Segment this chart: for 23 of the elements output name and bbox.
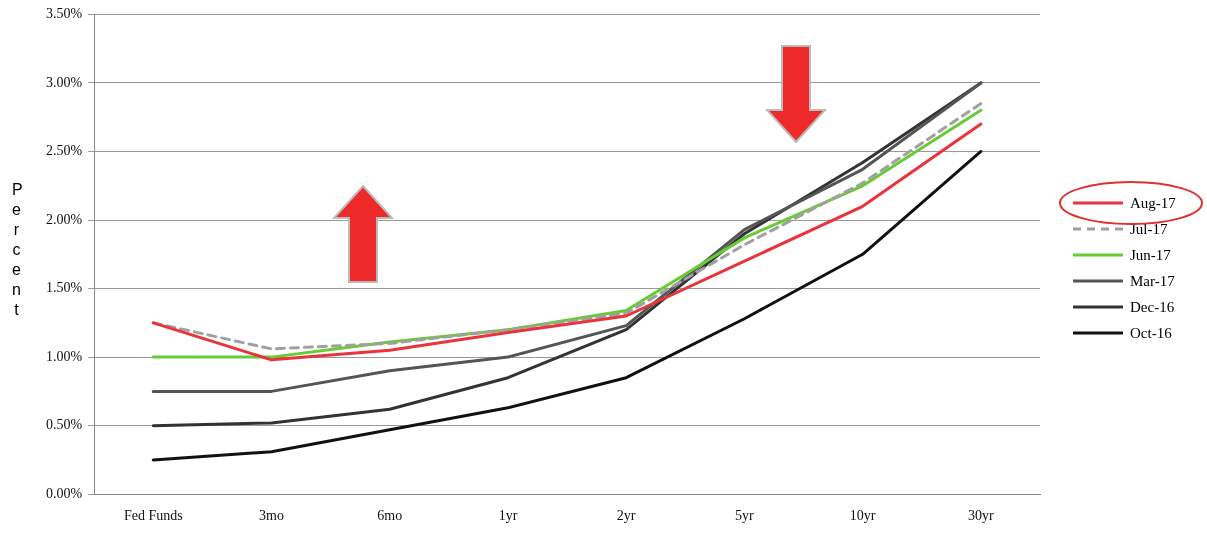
x-tick-label: 1yr (498, 508, 518, 524)
y-axis-title: Percent (12, 180, 23, 320)
legend-label: Oct-16 (1130, 324, 1172, 342)
y-tick-label: 0.50% (45, 417, 83, 433)
x-tick-label: 10yr (849, 508, 876, 524)
x-tick-label: 30yr (968, 508, 995, 524)
legend-label: Jul-17 (1130, 220, 1168, 238)
legend-label: Jun-17 (1130, 246, 1171, 264)
x-tick-label: 2yr (616, 508, 636, 524)
legend-label: Aug-17 (1130, 194, 1176, 212)
y-tick-label: 1.50% (45, 280, 83, 296)
y-tick-label: 3.00% (45, 74, 83, 90)
legend-label: Mar-17 (1130, 272, 1175, 290)
y-tick-label: 0.00% (45, 485, 83, 501)
x-tick-label: 6mo (377, 508, 403, 524)
y-tick-label: 2.00% (45, 211, 83, 227)
legend-label: Dec-16 (1130, 298, 1175, 316)
y-tick-label: 2.50% (45, 143, 83, 159)
x-tick-label: Fed Funds (123, 508, 183, 524)
y-tick-label: 3.50% (45, 6, 83, 22)
x-tick-label: 3mo (259, 508, 284, 524)
x-tick-label: 5yr (735, 508, 755, 524)
y-tick-label: 1.00% (45, 348, 83, 364)
